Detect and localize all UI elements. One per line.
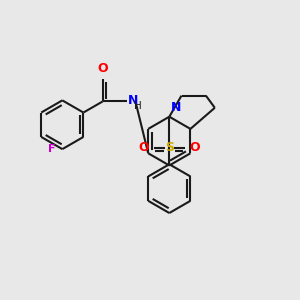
Text: N: N	[171, 101, 181, 114]
Text: F: F	[48, 144, 56, 154]
Text: H: H	[134, 101, 141, 112]
Text: O: O	[139, 141, 149, 154]
Text: O: O	[189, 141, 200, 154]
Text: S: S	[165, 141, 174, 154]
Text: N: N	[128, 94, 139, 107]
Text: O: O	[98, 62, 108, 75]
